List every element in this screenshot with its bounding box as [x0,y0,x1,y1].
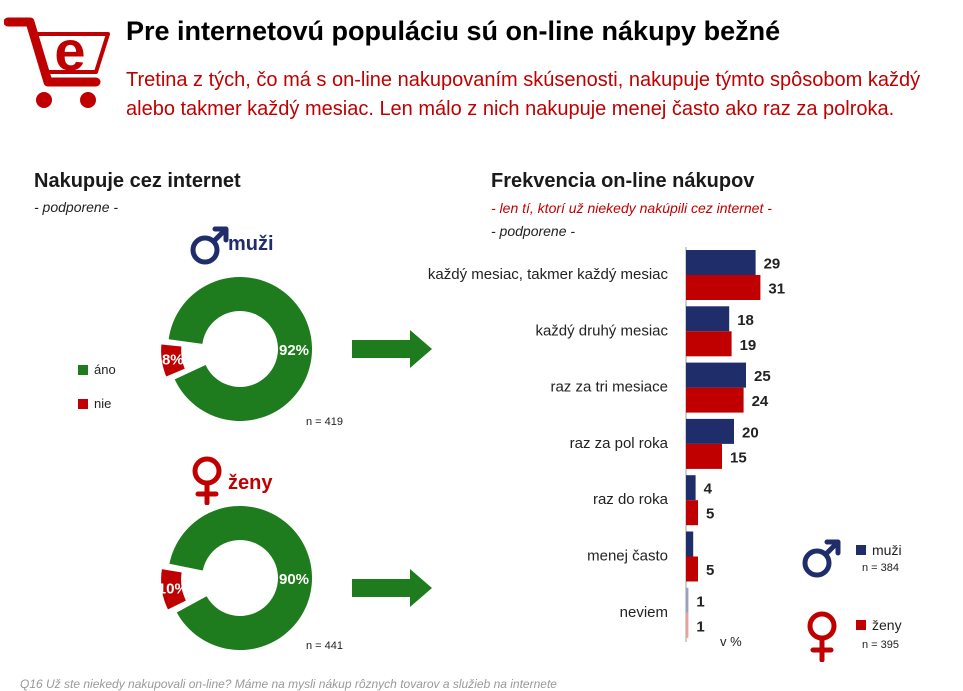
male-symbol-icon [190,226,229,265]
female-symbol-icon [807,611,837,662]
legend-swatch-muzi [856,545,866,555]
bar-muži-4 [686,475,696,501]
bar-ženy-6 [686,612,689,638]
bar-muži-3 [686,418,734,444]
bar-value-label: 20 [742,424,759,441]
female-n-label: n = 441 [306,640,344,652]
e-shop-cart-logo: e [4,17,110,108]
donut-slice-nie [159,566,189,613]
legend-n-muzi: n = 384 [862,562,900,574]
legend-label-muzi: muži [872,542,902,558]
donut-label-nie: 8% [162,351,184,368]
donut-label-ano: 90% [279,571,309,588]
bar-ženy-4 [686,500,698,526]
bar-value-label: 1 [696,593,704,610]
unit-label: v % [720,634,742,649]
bar-muži-2 [686,362,746,388]
legend-swatch-zeny [856,620,866,630]
arrow-right-icon [352,569,432,607]
bar-muži-0 [686,250,756,275]
donut-slice-nie [159,342,188,380]
left-panel-title: Nakupuje cez internet [34,170,241,192]
bar-value-label: 31 [768,281,785,298]
bar-value-label: 24 [752,393,769,410]
bar-value-label: 15 [730,449,747,466]
bar-value-label: 1 [696,618,704,635]
bar-ženy-5 [686,556,698,582]
donut-label-ano: 92% [279,342,309,359]
bar-muži-5 [686,531,694,557]
right-panel-title: Frekvencia on-line nákupov [491,170,755,192]
female-symbol-icon [192,456,222,505]
footnote: Q16 Už ste niekedy nakupovali on-line? M… [20,677,557,691]
male-n-label: n = 419 [306,416,344,428]
bar-ženy-3 [686,443,722,469]
legend-swatch-ano [78,365,88,375]
donut-slice-ano [169,506,312,651]
legend-label-nie: nie [94,396,112,411]
bar-muži-1 [686,306,730,332]
page-subtitle: Tretina z tých, čo má s on-line nakupova… [126,69,921,120]
bar-value-label: 29 [764,256,781,273]
bar-value-label: 5 [706,562,714,579]
right-panel-subtitle-2: - podporene - [491,223,576,239]
bar-value-label: 18 [737,312,754,329]
bar-muži-6 [686,587,689,613]
right-panel-subtitle: - len tí, ktorí už niekedy nakúpili cez … [491,200,772,216]
male-symbol-icon [802,539,841,578]
legend-n-zeny: n = 395 [862,639,900,651]
donut-label-nie: 10% [158,580,188,597]
female-label: ženy [228,472,273,494]
category-label: raz za pol roka [570,435,669,452]
category-label: každý druhý mesiac [535,322,668,339]
legend-label-zeny: ženy [872,617,902,633]
category-label: raz za tri mesiace [550,379,668,396]
bar-value-label: 5 [706,506,714,523]
bar-ženy-2 [686,387,744,413]
category-label: neviem [620,604,668,621]
legend-swatch-nie [78,399,88,409]
donut-slice-ano [168,277,313,421]
left-panel-subtitle: - podporene - [34,199,119,215]
male-label: muži [228,233,274,255]
bar-value-label: 4 [704,481,713,498]
page-title: Pre internetovú populáciu sú on-line nák… [126,16,781,46]
legend-label-ano: áno [94,362,116,377]
bar-ženy-0 [686,275,761,300]
category-label: každý mesiac, takmer každý mesiac [428,266,669,283]
category-label: menej často [587,548,668,565]
bar-value-label: 19 [740,337,757,354]
category-label: raz do roka [593,491,669,508]
svg-text:e: e [54,19,85,82]
bar-ženy-1 [686,331,732,357]
arrow-right-icon [352,330,432,368]
bar-value-label: 25 [754,368,771,385]
